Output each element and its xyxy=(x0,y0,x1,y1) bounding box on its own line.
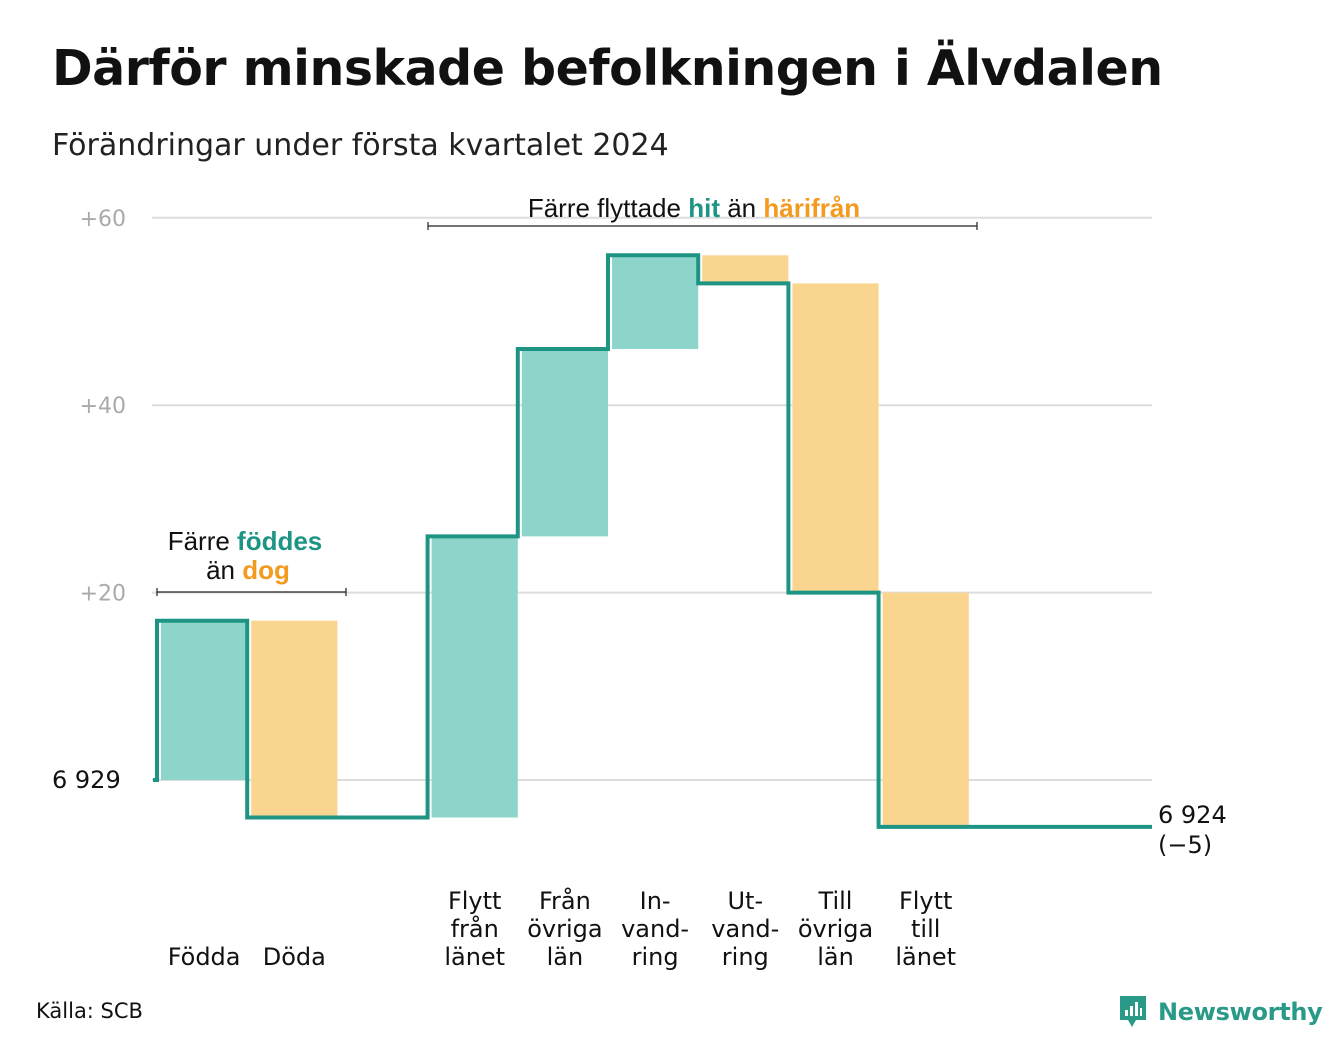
category-label: län xyxy=(817,943,854,971)
migration-bracket xyxy=(427,222,978,230)
category-label: län xyxy=(547,943,584,971)
category-label: ring xyxy=(632,943,679,971)
category-label: länet xyxy=(895,943,956,971)
brand-name: Newsworthy xyxy=(1158,998,1323,1026)
waterfall-bar xyxy=(251,620,338,818)
waterfall-bar xyxy=(792,283,879,593)
births-annotation-line2: än dog xyxy=(206,555,290,585)
category-label: Ut- xyxy=(727,887,763,915)
births-annotation-line1: Färre föddes xyxy=(168,526,323,556)
waterfall-bar xyxy=(161,620,248,780)
category-label: Flytt xyxy=(899,887,953,915)
source-note: Källa: SCB xyxy=(36,999,143,1023)
category-label: Flytt xyxy=(448,887,502,915)
category-label: övriga xyxy=(798,915,873,943)
category-label: ring xyxy=(722,943,769,971)
migration-annotation: Färre flyttade hit än härifrån xyxy=(528,193,860,223)
start-value-label: 6 929 xyxy=(52,766,121,794)
net-change-label: (−5) xyxy=(1158,831,1212,859)
category-label: från xyxy=(451,914,499,943)
category-label: övriga xyxy=(527,915,602,943)
category-label: vand- xyxy=(621,915,689,943)
end-value-label: 6 924 xyxy=(1158,801,1227,829)
waterfall-bar xyxy=(882,592,969,827)
category-label: Från xyxy=(539,886,591,915)
brand-logo: Newsworthy xyxy=(1118,994,1323,1030)
waterfall-bar xyxy=(521,348,608,537)
category-label: till xyxy=(911,915,940,943)
waterfall-bar xyxy=(702,255,789,284)
category-label: länet xyxy=(444,943,505,971)
category-label: vand- xyxy=(711,915,779,943)
category-label: In- xyxy=(640,887,671,915)
category-label: Födda xyxy=(168,943,241,971)
waterfall-bar xyxy=(431,536,518,818)
waterfall-bar xyxy=(612,255,699,349)
cumulative-step-line xyxy=(153,253,1152,829)
newsworthy-logo-icon xyxy=(1120,996,1146,1027)
chart-subtitle: Förändringar under första kvartalet 2024 xyxy=(52,128,669,163)
chart-title: Därför minskade befolkningen i Älvdalen xyxy=(52,40,1163,97)
births-bracket xyxy=(156,588,347,596)
y-tick-label: +20 xyxy=(80,582,126,607)
category-label: Döda xyxy=(263,943,326,971)
y-tick-label: +40 xyxy=(80,394,126,419)
category-label: Till xyxy=(818,887,853,915)
y-tick-label: +60 xyxy=(80,207,126,232)
